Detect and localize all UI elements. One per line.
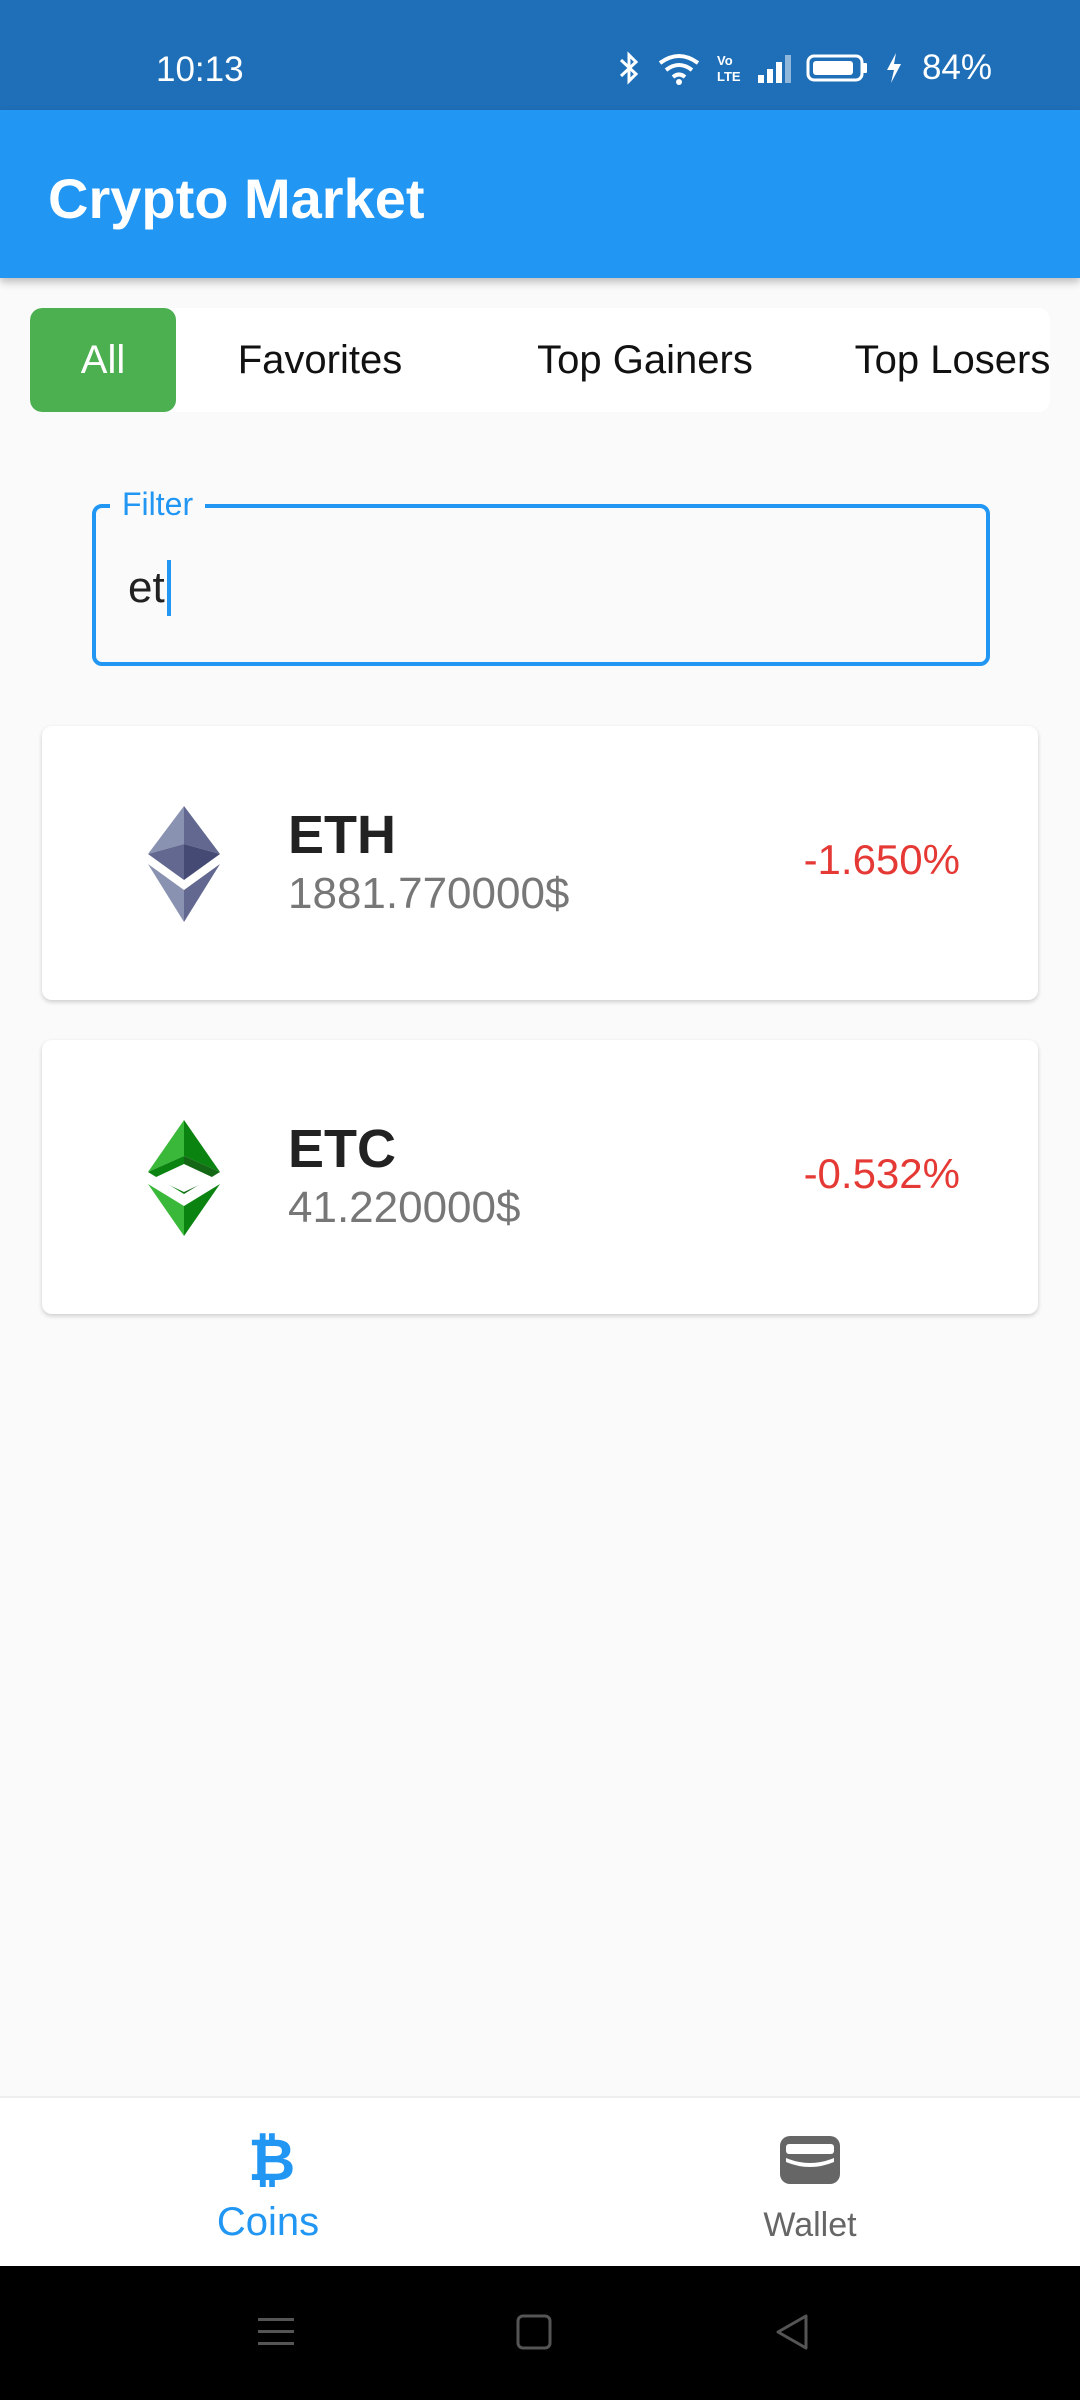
signal-icon: [757, 55, 791, 83]
nav-wallet-label: Wallet: [763, 2206, 857, 2244]
coin-change: -0.532%: [803, 1150, 960, 1197]
home-icon[interactable]: [514, 2310, 554, 2354]
status-icons: Vo LTE 84%: [616, 48, 992, 88]
coin-price: 41.220000$: [288, 1183, 521, 1232]
wallet-icon: [780, 2136, 840, 2184]
tab-top-gainers[interactable]: Top Gainers: [537, 337, 753, 382]
wifi-icon: [658, 54, 700, 85]
bottom-navigation: ₿ Coins Wallet: [0, 2096, 1080, 2266]
bitcoin-icon: ₿: [248, 2128, 295, 2190]
filter-value-row: et: [128, 560, 171, 616]
nav-coins-label: Coins: [216, 2200, 320, 2244]
app-bar: Crypto Market: [0, 110, 1080, 278]
page-title: Crypto Market: [48, 167, 425, 230]
nav-coins[interactable]: ₿ Coins: [118, 2098, 418, 2268]
coin-card-etc[interactable]: ETC 41.220000$ -0.532%: [42, 1040, 1038, 1314]
text-caret: [166, 560, 171, 616]
back-icon[interactable]: [772, 2310, 812, 2354]
system-navigation-bar: [0, 2266, 1080, 2400]
bluetooth-icon: [619, 51, 639, 85]
svg-text:Vo: Vo: [717, 53, 733, 68]
menu-icon[interactable]: [256, 2310, 296, 2354]
coin-symbol: ETC: [288, 1119, 396, 1179]
ethereum-classic-icon: [148, 1120, 220, 1236]
svg-text:LTE: LTE: [717, 69, 741, 84]
charging-icon: [886, 53, 901, 83]
battery-percentage: 84%: [921, 48, 992, 87]
svg-text:₿: ₿: [248, 2128, 295, 2190]
status-bar: 10:13 Vo LTE 84%: [0, 0, 1080, 110]
coin-change: -1.650%: [803, 836, 960, 883]
nav-wallet[interactable]: Wallet: [660, 2098, 960, 2268]
volte-icon: Vo LTE: [717, 53, 741, 84]
tab-favorites[interactable]: Favorites: [237, 337, 403, 382]
ethereum-icon: [148, 806, 220, 922]
coin-symbol: ETH: [288, 805, 396, 865]
coin-price: 1881.770000$: [288, 869, 570, 918]
tab-all[interactable]: All: [30, 308, 176, 412]
filter-label: Filter: [110, 482, 206, 526]
tab-top-losers[interactable]: Top Losers: [854, 337, 1050, 382]
battery-icon: [806, 54, 867, 82]
filter-value: et: [128, 563, 165, 612]
status-time: 10:13: [156, 50, 244, 89]
filter-tabs: All Favorites Top Gainers Top Losers: [30, 308, 1050, 412]
coin-card-eth[interactable]: ETH 1881.770000$ -1.650%: [42, 726, 1038, 1000]
filter-input[interactable]: Filter et: [92, 482, 990, 666]
